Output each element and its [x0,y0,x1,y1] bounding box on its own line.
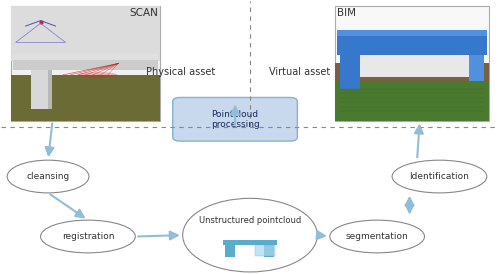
Bar [222,240,278,245]
Bar [13,54,158,60]
FancyBboxPatch shape [335,6,490,121]
Ellipse shape [182,198,318,272]
Bar [335,81,490,121]
Bar [335,63,490,121]
Ellipse shape [78,72,118,78]
Ellipse shape [7,160,89,193]
Text: Pointcloud
processing: Pointcloud processing [210,110,260,129]
Bar [225,245,235,257]
Text: SCAN: SCAN [129,7,158,18]
Ellipse shape [40,220,136,253]
Bar [338,30,487,55]
Text: segmentation: segmentation [346,232,408,241]
Bar [340,54,471,77]
FancyBboxPatch shape [172,98,298,141]
Bar [10,75,160,121]
Text: BIM: BIM [338,7,356,18]
Text: cleansing: cleansing [26,172,70,181]
Bar [13,55,158,70]
Text: Unstructured pointcloud: Unstructured pointcloud [199,216,301,225]
Bar [48,70,52,109]
Text: Physical asset: Physical asset [146,67,215,76]
Ellipse shape [392,160,487,193]
FancyBboxPatch shape [10,6,160,121]
Bar [338,30,487,36]
Bar [30,70,50,109]
Bar [470,55,484,81]
Bar [264,245,274,257]
Text: Identification: Identification [410,172,470,181]
Bar [340,54,359,89]
Text: Virtual asset: Virtual asset [269,67,330,76]
Bar [255,245,275,256]
Ellipse shape [330,220,424,253]
Text: registration: registration [62,232,114,241]
Bar [10,6,160,61]
